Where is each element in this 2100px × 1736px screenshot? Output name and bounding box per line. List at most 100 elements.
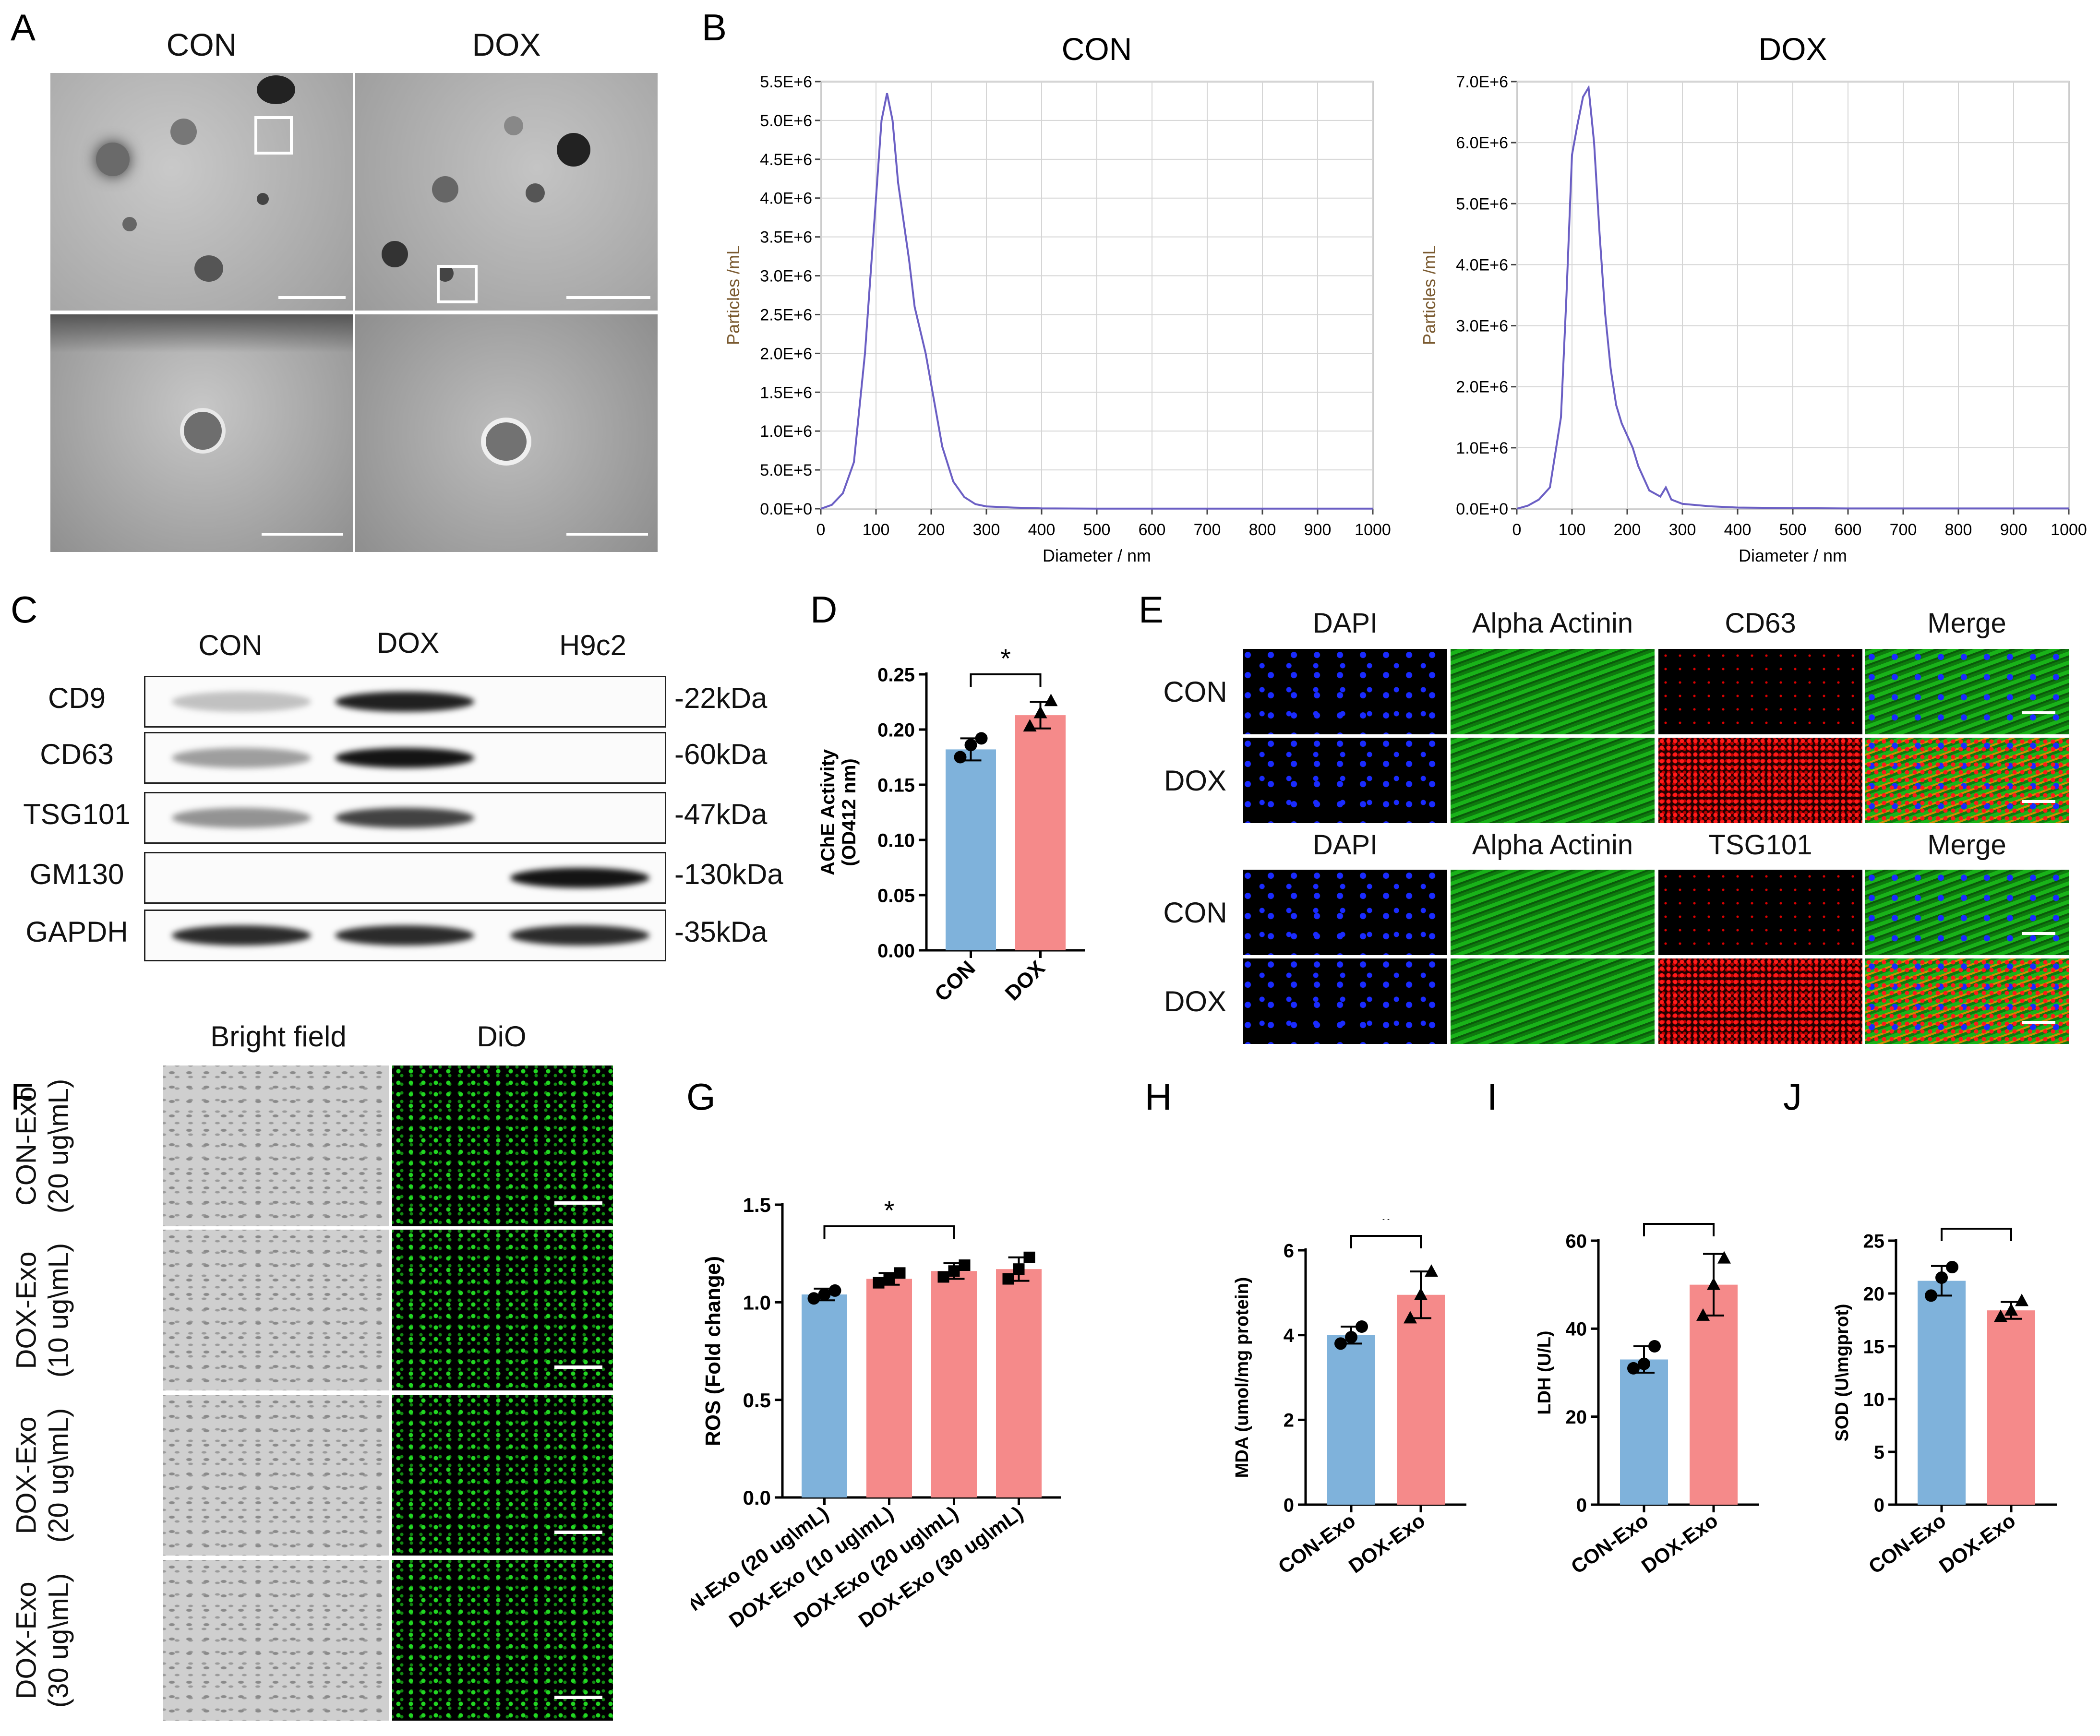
x-tick-label: 900: [1304, 521, 1332, 539]
significance-star: *: [1381, 1219, 1392, 1235]
data-point: [1638, 1357, 1650, 1370]
y-tick-label: 1.0E+6: [1456, 439, 1508, 457]
y-tick-label: 2: [1284, 1410, 1294, 1431]
data-point: [1425, 1264, 1438, 1277]
blot-kda-label: -22kDa: [674, 682, 768, 714]
x-tick-label: 600: [1139, 521, 1166, 539]
panel-letter-h: H: [1145, 1076, 1172, 1118]
panel-a-con-label: CON: [166, 27, 237, 62]
data-point: [1345, 1331, 1357, 1344]
y-axis-label: AChE Activity(OD412 nm): [817, 749, 860, 875]
if-row-label: DOX: [1164, 985, 1227, 1018]
x-tick-label: 500: [1779, 521, 1807, 539]
if-column-label: Merge: [1927, 608, 2006, 639]
data-point: [1044, 694, 1058, 706]
significance-star: *: [1971, 1219, 1982, 1228]
y-axis-label: Particles /mL: [723, 245, 743, 345]
data-point: [2004, 1303, 2018, 1316]
significance-bracket: [970, 673, 1042, 687]
blot-strip: [144, 910, 666, 961]
x-tick-label: 100: [1559, 521, 1586, 539]
x-tick-label: 400: [1724, 521, 1752, 539]
bar: [866, 1279, 912, 1497]
x-tick-label: CON-Exo: [1567, 1509, 1652, 1578]
f-col-dio: DiO: [477, 1020, 527, 1053]
data-point: [873, 1277, 885, 1289]
y-tick-label: 60: [1566, 1231, 1587, 1252]
data-point: [1023, 719, 1037, 732]
panel-letter-i: I: [1487, 1076, 1498, 1118]
y-tick-label: 4.0E+6: [1456, 256, 1508, 274]
if-image: [1243, 649, 1447, 734]
if-image: [1451, 649, 1655, 734]
scale-bar: [278, 296, 346, 299]
tem-image-dox-overview: [355, 73, 658, 311]
blot-protein-label: CD9: [48, 682, 106, 714]
data-point: [1013, 1263, 1025, 1275]
brightfield-image: [163, 1560, 389, 1721]
x-tick-label: CON-Exo: [1274, 1509, 1359, 1578]
x-tick-label: 900: [2000, 521, 2028, 539]
scale-bar: [566, 296, 650, 299]
data-point: [1356, 1320, 1368, 1333]
if-row-label: CON: [1163, 897, 1227, 929]
blot-strip: [144, 732, 666, 784]
nta-chart-dox: DOX 0.0E+0 1.0E+6 2.0E+6 3.0E+6 4.0E+6 5.0E+6 6…: [1419, 31, 2087, 565]
data-point: [1404, 1311, 1417, 1324]
x-tick-label: DOX-Exo: [1637, 1509, 1722, 1578]
y-tick-label: 5.0E+6: [1456, 195, 1508, 213]
blot-band: [510, 868, 649, 888]
data-point: [975, 732, 988, 745]
panel-a-dox-label: DOX: [472, 27, 541, 62]
data-point: [1707, 1277, 1720, 1290]
y-tick-label: 0.15: [877, 775, 915, 796]
blot-band: [172, 925, 311, 946]
significance-bracket: [1941, 1228, 2012, 1241]
f-row-label-line: DOX-Exo: [11, 1251, 42, 1369]
data-point: [894, 1267, 906, 1279]
dio-image: [392, 1395, 613, 1556]
x-tick-label: CON: [930, 956, 980, 1006]
blot-protein-label: GAPDH: [25, 916, 128, 948]
data-point: [2015, 1293, 2028, 1306]
blot-kda-label: -35kDa: [674, 916, 768, 948]
y-tick-label: 1.0: [743, 1291, 771, 1314]
y-tick-label: 6: [1284, 1240, 1294, 1261]
x-tick-label: 1000: [1355, 521, 1391, 539]
if-image: [1865, 870, 2069, 955]
ache-chart: 0.00 0.05 0.10 0.15 0.20 0.25 CON DOX * AChE Acti…: [817, 643, 1085, 1006]
data-point: [1334, 1337, 1347, 1350]
if-column-label: Alpha Actinin: [1472, 829, 1633, 861]
y-tick-label: 0.5: [743, 1389, 771, 1412]
x-tick-label: 200: [1614, 521, 1641, 539]
scale-bar: [2022, 711, 2055, 714]
significance-bracket: [823, 1225, 955, 1239]
x-tick-label: 600: [1835, 521, 1862, 539]
data-point: [828, 1284, 841, 1297]
if-image: [1451, 870, 1655, 955]
blot-protein-label: TSG101: [23, 798, 131, 830]
significance-star: *: [884, 1195, 895, 1225]
x-tick-label: 400: [1028, 521, 1056, 539]
x-tick-label: 800: [1249, 521, 1276, 539]
x-tick-label: 100: [863, 521, 890, 539]
data-point: [1033, 706, 1047, 718]
y-tick-label: 4.0E+6: [760, 190, 812, 208]
tem-image-dox-zoom: [355, 314, 658, 552]
bar: [1327, 1335, 1375, 1505]
y-tick-label: 5.0E+5: [760, 461, 812, 479]
blot-band: [172, 748, 311, 768]
x-axis-label: Diameter / nm: [1043, 546, 1151, 565]
x-tick-label: 1000: [2051, 521, 2087, 539]
x-tick-label: 700: [1890, 521, 1917, 539]
y-tick-label: 2.0E+6: [1456, 378, 1508, 396]
data-point: [1935, 1271, 1948, 1284]
y-tick-label: 5.5E+6: [760, 73, 812, 91]
blot-band: [510, 925, 649, 946]
blot-kda-label: -47kDa: [674, 798, 768, 830]
blot-band: [335, 748, 474, 768]
bar: [802, 1294, 847, 1497]
scale-bar: [554, 1201, 602, 1205]
